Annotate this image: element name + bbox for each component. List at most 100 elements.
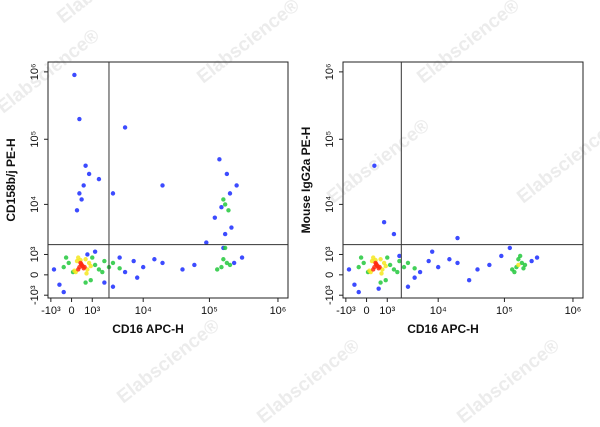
event-dot: [379, 271, 384, 276]
x-axis-title: CD16 APC-H: [112, 322, 184, 336]
event-dot: [517, 253, 523, 259]
event-dot: [61, 289, 66, 295]
y-tick-label: 10⁴: [324, 196, 336, 213]
event-dot: [83, 257, 88, 262]
event-dot: [377, 264, 382, 270]
x-tick-label: 10⁵: [201, 305, 218, 317]
event-dot: [74, 208, 80, 213]
event-dot: [487, 262, 492, 268]
event-dot: [373, 261, 379, 267]
event-dot: [204, 240, 209, 245]
event-dot: [212, 215, 218, 220]
y-tick-label: 10³: [324, 246, 336, 262]
event-dot: [57, 282, 62, 287]
event-dot: [117, 255, 122, 260]
event-dot: [412, 266, 417, 271]
event-dot: [385, 255, 390, 260]
x-tick-label: 0: [68, 305, 74, 317]
event-dot: [102, 280, 107, 285]
event-dot: [521, 266, 526, 271]
event-dot: [234, 183, 239, 188]
event-dot: [192, 262, 197, 268]
x-tick-label: 10⁴: [135, 305, 152, 317]
event-dot: [356, 289, 361, 295]
event-dot: [160, 183, 165, 188]
plot-frame: [47, 61, 289, 299]
event-dot: [387, 262, 393, 268]
event-dot: [79, 197, 84, 202]
event-dot: [82, 264, 87, 270]
event-dot: [346, 267, 352, 272]
event-dot: [224, 260, 230, 266]
event-dot: [96, 176, 102, 182]
event-dot: [361, 260, 366, 266]
x-tick-label: 10⁵: [496, 305, 513, 317]
event-dot: [92, 262, 98, 268]
watermark: Elabscience®: [513, 115, 600, 208]
event-dot: [516, 257, 521, 262]
event-dot: [84, 271, 89, 276]
event-dot: [447, 257, 452, 262]
event-dot: [102, 258, 107, 264]
event-dot: [74, 258, 80, 264]
event-dot: [378, 257, 383, 262]
event-dot: [88, 277, 93, 283]
event-dot: [77, 116, 82, 122]
event-dot: [435, 264, 441, 270]
event-dot: [222, 231, 228, 237]
y-tick-label: 0: [29, 272, 41, 278]
event-dot: [358, 255, 364, 260]
x-tick-label: 10³: [379, 305, 395, 317]
event-dot: [369, 258, 375, 264]
y-tick-label: 10⁵: [29, 131, 41, 148]
event-dot: [78, 261, 84, 267]
event-dot: [378, 280, 383, 285]
event-dot: [224, 171, 230, 177]
event-dot: [405, 260, 411, 266]
x-tick-label: 10³: [84, 305, 100, 317]
event-dot: [72, 72, 77, 78]
event-dot: [381, 220, 387, 225]
event-dot: [63, 255, 69, 260]
event-dot: [221, 257, 226, 262]
event-dot: [466, 277, 472, 283]
x-tick-label: -10³: [41, 305, 61, 317]
event-dot: [61, 264, 66, 270]
event-dot: [160, 260, 165, 266]
event-dot: [226, 208, 231, 213]
event-dot: [90, 255, 95, 260]
x-axis-title: CD16 APC-H: [407, 322, 479, 336]
x-tick-label: -10³: [336, 305, 356, 317]
event-dot: [140, 264, 146, 270]
event-dot: [352, 282, 357, 287]
event-dot: [426, 258, 431, 264]
event-dot: [371, 267, 376, 272]
event-dot: [455, 235, 460, 241]
y-axis-title: Mouse IgG2a PE-H: [299, 127, 313, 234]
event-dot: [401, 264, 407, 270]
event-dot: [455, 260, 460, 266]
x-tick-label: 10⁶: [565, 305, 582, 317]
y-tick-label: 10³: [29, 246, 41, 262]
y-tick-label: 10⁶: [29, 63, 41, 80]
event-dot: [383, 277, 388, 283]
event-dot: [529, 258, 534, 264]
watermark: Elabscience®: [193, 0, 304, 88]
event-dot: [217, 157, 222, 162]
plot-frame: [342, 61, 584, 299]
event-dot: [356, 264, 361, 270]
watermark: Elabscience®: [53, 0, 164, 28]
event-dot: [88, 263, 93, 269]
event-dot: [383, 263, 388, 269]
x-tick-label: 10⁶: [270, 305, 287, 317]
watermark: Elabscience®: [323, 115, 434, 208]
event-dot: [215, 267, 220, 272]
event-dot: [83, 163, 88, 168]
event-dot: [475, 267, 480, 272]
event-dot: [372, 163, 377, 168]
event-dot: [516, 262, 521, 268]
event-dot: [77, 191, 82, 196]
event-dot: [51, 267, 57, 272]
event-dot: [499, 253, 504, 259]
